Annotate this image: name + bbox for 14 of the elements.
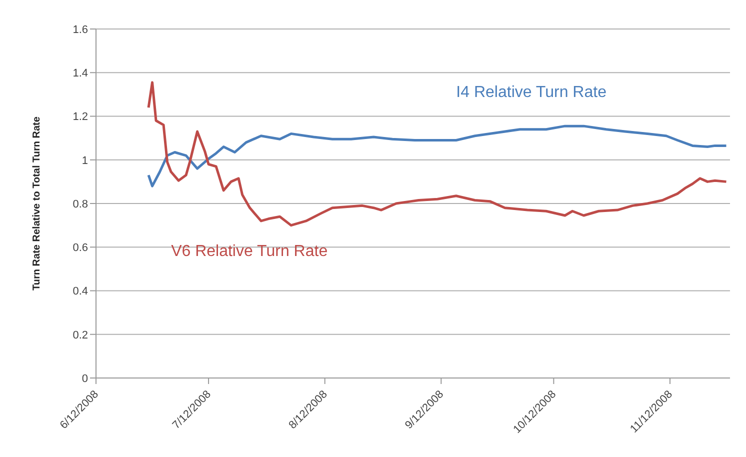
y-tick-label: 1.4 bbox=[72, 68, 88, 80]
series-label: V6 Relative Turn Rate bbox=[171, 242, 329, 261]
y-tick-label: 0 bbox=[82, 372, 88, 385]
y-tick-label: 0.2 bbox=[72, 329, 88, 342]
y-tick-label: 0.6 bbox=[72, 242, 88, 254]
y-tick-label: 1 bbox=[82, 154, 88, 167]
y-tick-label: 0.8 bbox=[72, 198, 88, 210]
line-series bbox=[147, 81, 728, 227]
y-tick-label: 1.2 bbox=[72, 111, 88, 124]
y-tick-label: 0.4 bbox=[72, 286, 88, 298]
y-axis-title: Turn Rate Relative to Total Turn Rate bbox=[32, 116, 43, 290]
y-tick-label: 1.6 bbox=[72, 24, 88, 36]
series-label: I4 Relative Turn Rate bbox=[456, 84, 608, 102]
line-series bbox=[147, 124, 728, 188]
